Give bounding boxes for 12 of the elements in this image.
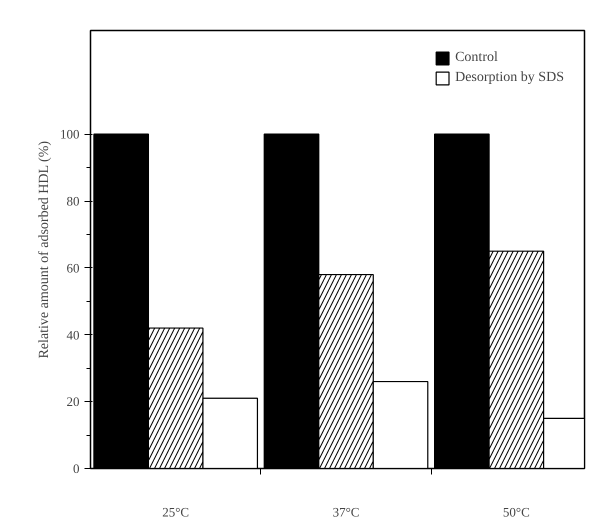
legend-label: Desorption by SDS [455, 70, 564, 86]
x-tick-label: 37°C [332, 504, 360, 520]
legend-label: Control [455, 50, 498, 66]
y-tick-label: 80 [66, 194, 80, 209]
y-tick-label: 40 [66, 327, 80, 342]
y-tick-label: 100 [60, 126, 80, 142]
y-axis-title: Relative amount of adsorbed HDL (%) [37, 140, 52, 359]
y-tick-label: 60 [66, 260, 80, 276]
x-tick-label: 50°C [502, 504, 530, 520]
x-tick-label: 25°C [162, 504, 190, 520]
y-tick-label: 20 [66, 394, 80, 410]
y-tick-label: 0 [73, 461, 80, 476]
